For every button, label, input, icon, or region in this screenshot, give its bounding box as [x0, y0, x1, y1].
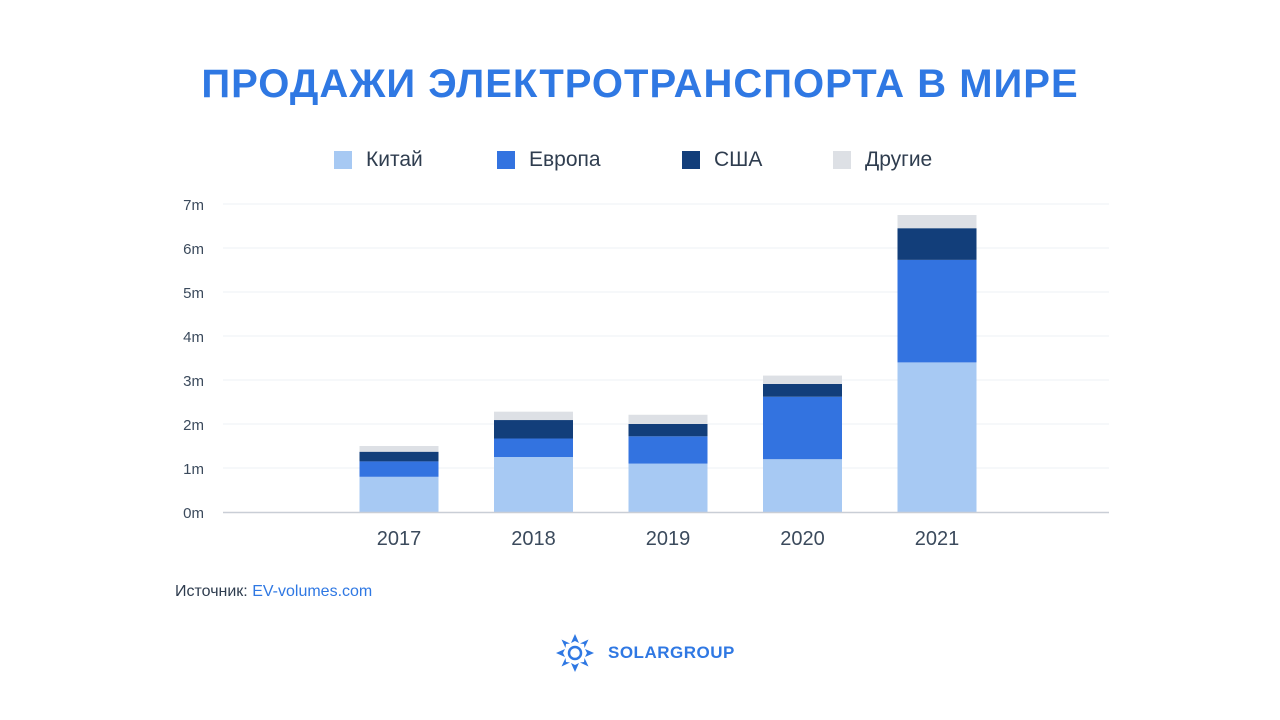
bar-segment-2019-europe	[628, 436, 708, 464]
bar-segment-2018-other	[494, 411, 573, 421]
bar-segment-2020-china	[763, 459, 842, 512]
x-tick-label: 2021	[915, 528, 960, 550]
legend-label-other: Другие	[865, 148, 933, 171]
y-tick-label: 6m	[183, 241, 204, 258]
bar-segment-2019-china	[628, 463, 708, 512]
bar-segment-2017-usa	[359, 451, 439, 462]
y-tick-label: 4m	[183, 329, 204, 346]
bar-segment-2017-other	[359, 446, 439, 452]
x-tick-label: 2020	[780, 528, 825, 550]
y-tick-label: 3m	[183, 373, 204, 390]
bar-segment-2017-china	[359, 476, 439, 512]
chart-legend: Китай Европа США Другие	[0, 147, 1280, 173]
y-tick-label: 7m	[183, 197, 204, 214]
legend-item-china: Китай	[334, 147, 423, 173]
legend-label-usa: США	[714, 148, 763, 171]
x-tick-label: 2019	[646, 528, 691, 550]
legend-item-usa: США	[682, 147, 762, 173]
y-tick-label: 1m	[183, 461, 204, 478]
bar-segment-2021-other	[897, 215, 977, 229]
bar-segment-2021-europe	[897, 259, 977, 363]
source-note: Источник: EV-volumes.com	[175, 583, 372, 601]
legend-swatch-other	[833, 151, 851, 169]
y-tick-label: 0m	[183, 505, 204, 522]
chart-title: ПРОДАЖИ ЭЛЕКТРОТРАНСПОРТА В МИРЕ	[201, 62, 1079, 106]
bar-segment-2018-europe	[494, 438, 573, 457]
y-tick-label: 5m	[183, 285, 204, 302]
bar-segment-2019-usa	[628, 424, 708, 437]
x-tick-label: 2018	[511, 528, 556, 550]
bar-segment-2021-usa	[897, 228, 977, 260]
brand-logo: SOLARGROUP	[554, 632, 735, 674]
x-tick-label: 2017	[377, 528, 422, 550]
legend-label-china: Китай	[366, 148, 423, 171]
legend-label-europe: Европа	[529, 148, 601, 171]
bar-segment-2020-usa	[763, 383, 842, 397]
bar-segment-2020-other	[763, 375, 842, 384]
legend-swatch-europe	[497, 151, 515, 169]
source-link[interactable]: EV-volumes.com	[252, 583, 373, 600]
source-label: Источник:	[175, 583, 248, 600]
bar-segment-2021-china	[897, 362, 977, 512]
bar-segment-2019-other	[628, 414, 708, 424]
legend-swatch-usa	[682, 151, 700, 169]
legend-item-europe: Европа	[497, 147, 601, 173]
y-tick-label: 2m	[183, 417, 204, 434]
bar-segment-2020-europe	[763, 396, 842, 460]
legend-item-other: Другие	[833, 147, 932, 173]
bar-segment-2018-usa	[494, 420, 573, 439]
brand-name: SOLARGROUP	[608, 643, 735, 662]
bar-segment-2018-china	[494, 457, 573, 512]
legend-swatch-china	[334, 151, 352, 169]
sun-swirl-icon	[556, 634, 594, 672]
bar-segment-2017-europe	[359, 461, 439, 477]
